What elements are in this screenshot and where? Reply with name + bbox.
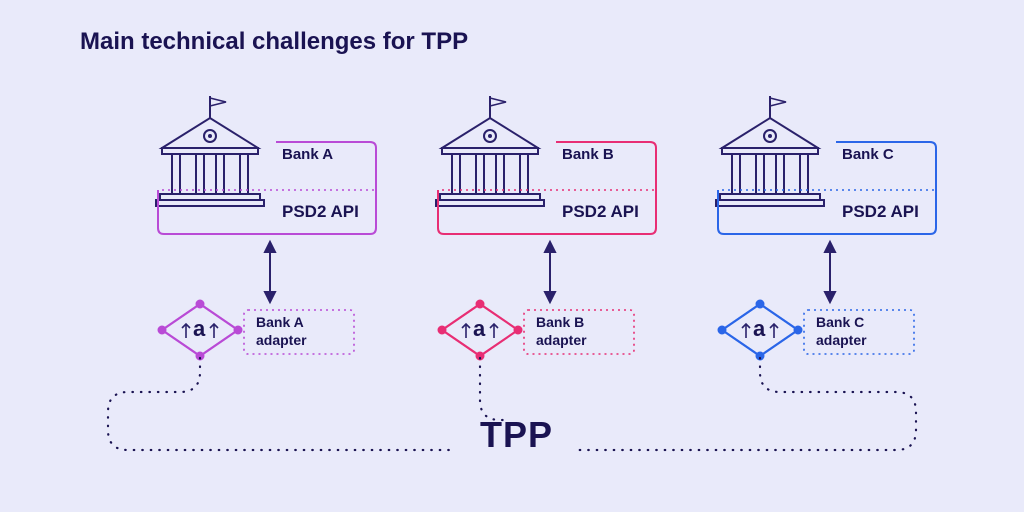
page-title: Main technical challenges for TPP [80,28,468,56]
bank-b-label: Bank B [562,146,614,163]
adapter-a-glyph: a [193,316,205,342]
bank-c-api-label: PSD2 API [842,202,919,222]
double-arrow-c [825,242,835,302]
adapter-b-glyph: a [473,316,485,342]
bank-a-api-label: PSD2 API [282,202,359,222]
double-arrow-a [265,242,275,302]
adapter-b-label: Bank B adapter [536,314,587,349]
adapter-c-label: Bank C adapter [816,314,867,349]
bank-icon [156,96,264,206]
bank-b-api-label: PSD2 API [562,202,639,222]
bank-a-label: Bank A [282,146,333,163]
adapter-c-glyph: a [753,316,765,342]
bank-icon [436,96,544,206]
double-arrow-b [545,242,555,302]
tpp-label: TPP [480,414,553,456]
bank-c-label: Bank C [842,146,894,163]
adapter-a-label: Bank A adapter [256,314,307,349]
bank-icon [716,96,824,206]
